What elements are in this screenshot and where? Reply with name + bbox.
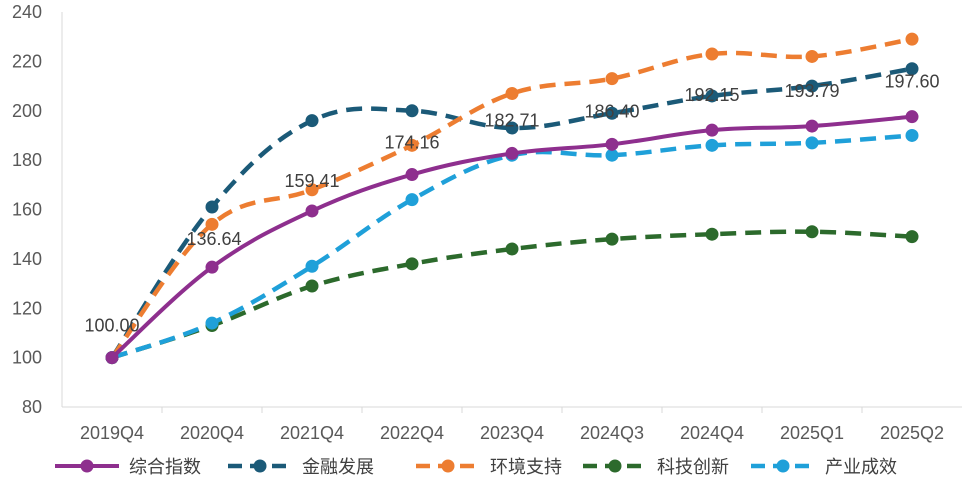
x-tick-label: 2019Q4 [80,423,144,443]
axis-layer: 80 100 120 140 160 180 200 220 240 2019Q4 2020Q4 20… [12,2,962,443]
series-1 [105,110,919,365]
data-point [205,260,219,274]
data-point [705,47,719,61]
data-label-layer: 100.00 136.64 159.41 174.16 182.71 186.40 192.… [84,72,939,336]
data-point [305,183,319,197]
data-point [805,136,819,150]
legend-item: 环境支持 [416,457,562,477]
data-label: 193.79 [784,81,839,101]
data-point [205,316,219,330]
data-point [905,230,919,244]
legend-item: 产业成效 [751,457,897,477]
legend-item: 金融发展 [228,457,374,477]
y-tick-label: 240 [12,2,42,22]
data-point [605,106,619,120]
legend-label: 科技创新 [657,457,729,477]
data-point [505,242,519,256]
series-layer [105,32,919,365]
data-point [605,72,619,86]
series-line [110,36,913,359]
x-tick-label: 2020Q4 [180,423,244,443]
legend-item: 综合指数 [55,457,201,477]
data-point [705,227,719,241]
data-point [805,79,819,93]
data-point [805,49,819,63]
data-label: 174.16 [384,133,439,153]
data-label: 182.71 [484,110,539,130]
data-point [505,86,519,100]
x-tick-label: 2023Q4 [480,423,544,443]
data-point [405,138,419,152]
data-label: 197.60 [884,72,939,92]
data-point [305,279,319,293]
y-tick-label: 200 [12,101,42,121]
legend-item: 科技创新 [583,457,729,477]
data-point [405,257,419,271]
data-point [605,232,619,246]
x-tick-label: 2025Q1 [780,423,844,443]
data-label: 186.40 [584,101,639,121]
data-label: 159.41 [284,171,339,191]
y-tick-label: 120 [12,298,42,318]
data-point [405,193,419,207]
x-tick-label: 2021Q4 [280,423,344,443]
data-point [705,138,719,152]
data-point [505,121,519,135]
y-tick-label: 100 [12,348,42,368]
data-point [305,204,319,218]
legend-marker [776,459,790,473]
legend-label: 环境支持 [490,457,562,477]
series-4 [105,225,919,365]
y-tick-label: 160 [12,200,42,220]
y-tick-label: 80 [22,397,42,417]
data-point [605,148,619,162]
legend-label: 产业成效 [825,457,897,477]
data-point [605,137,619,151]
data-point [705,123,719,137]
data-point [805,119,819,133]
data-point [205,200,219,214]
data-point [905,128,919,142]
data-point [905,32,919,46]
x-tick-label: 2024Q4 [680,423,744,443]
data-point [205,217,219,231]
data-point [105,351,119,365]
data-point [705,89,719,103]
data-label: 136.64 [186,229,241,249]
x-tick-label: 2022Q4 [380,423,444,443]
data-point [305,114,319,128]
y-tick-label: 140 [12,249,42,269]
legend: 综合指数 金融发展 环境支持 科技创新 产业成效 [55,457,897,477]
data-point [905,62,919,76]
x-tick-label: 2024Q3 [580,423,644,443]
data-label: 100.00 [84,316,139,336]
legend-marker [80,459,94,473]
data-point [505,146,519,160]
legend-marker [253,459,267,473]
legend-marker [441,459,455,473]
data-point [405,104,419,118]
data-point [305,259,319,273]
data-point [805,225,819,239]
legend-label: 综合指数 [129,457,201,477]
series-line [110,66,913,359]
legend-label: 金融发展 [302,457,374,477]
series-line [111,229,913,360]
y-tick-label: 180 [12,150,42,170]
x-tick-label: 2025Q2 [880,423,944,443]
data-point [905,110,919,124]
data-label: 192.15 [684,85,739,105]
legend-marker [608,459,622,473]
data-point [405,168,419,182]
y-tick-label: 220 [12,51,42,71]
